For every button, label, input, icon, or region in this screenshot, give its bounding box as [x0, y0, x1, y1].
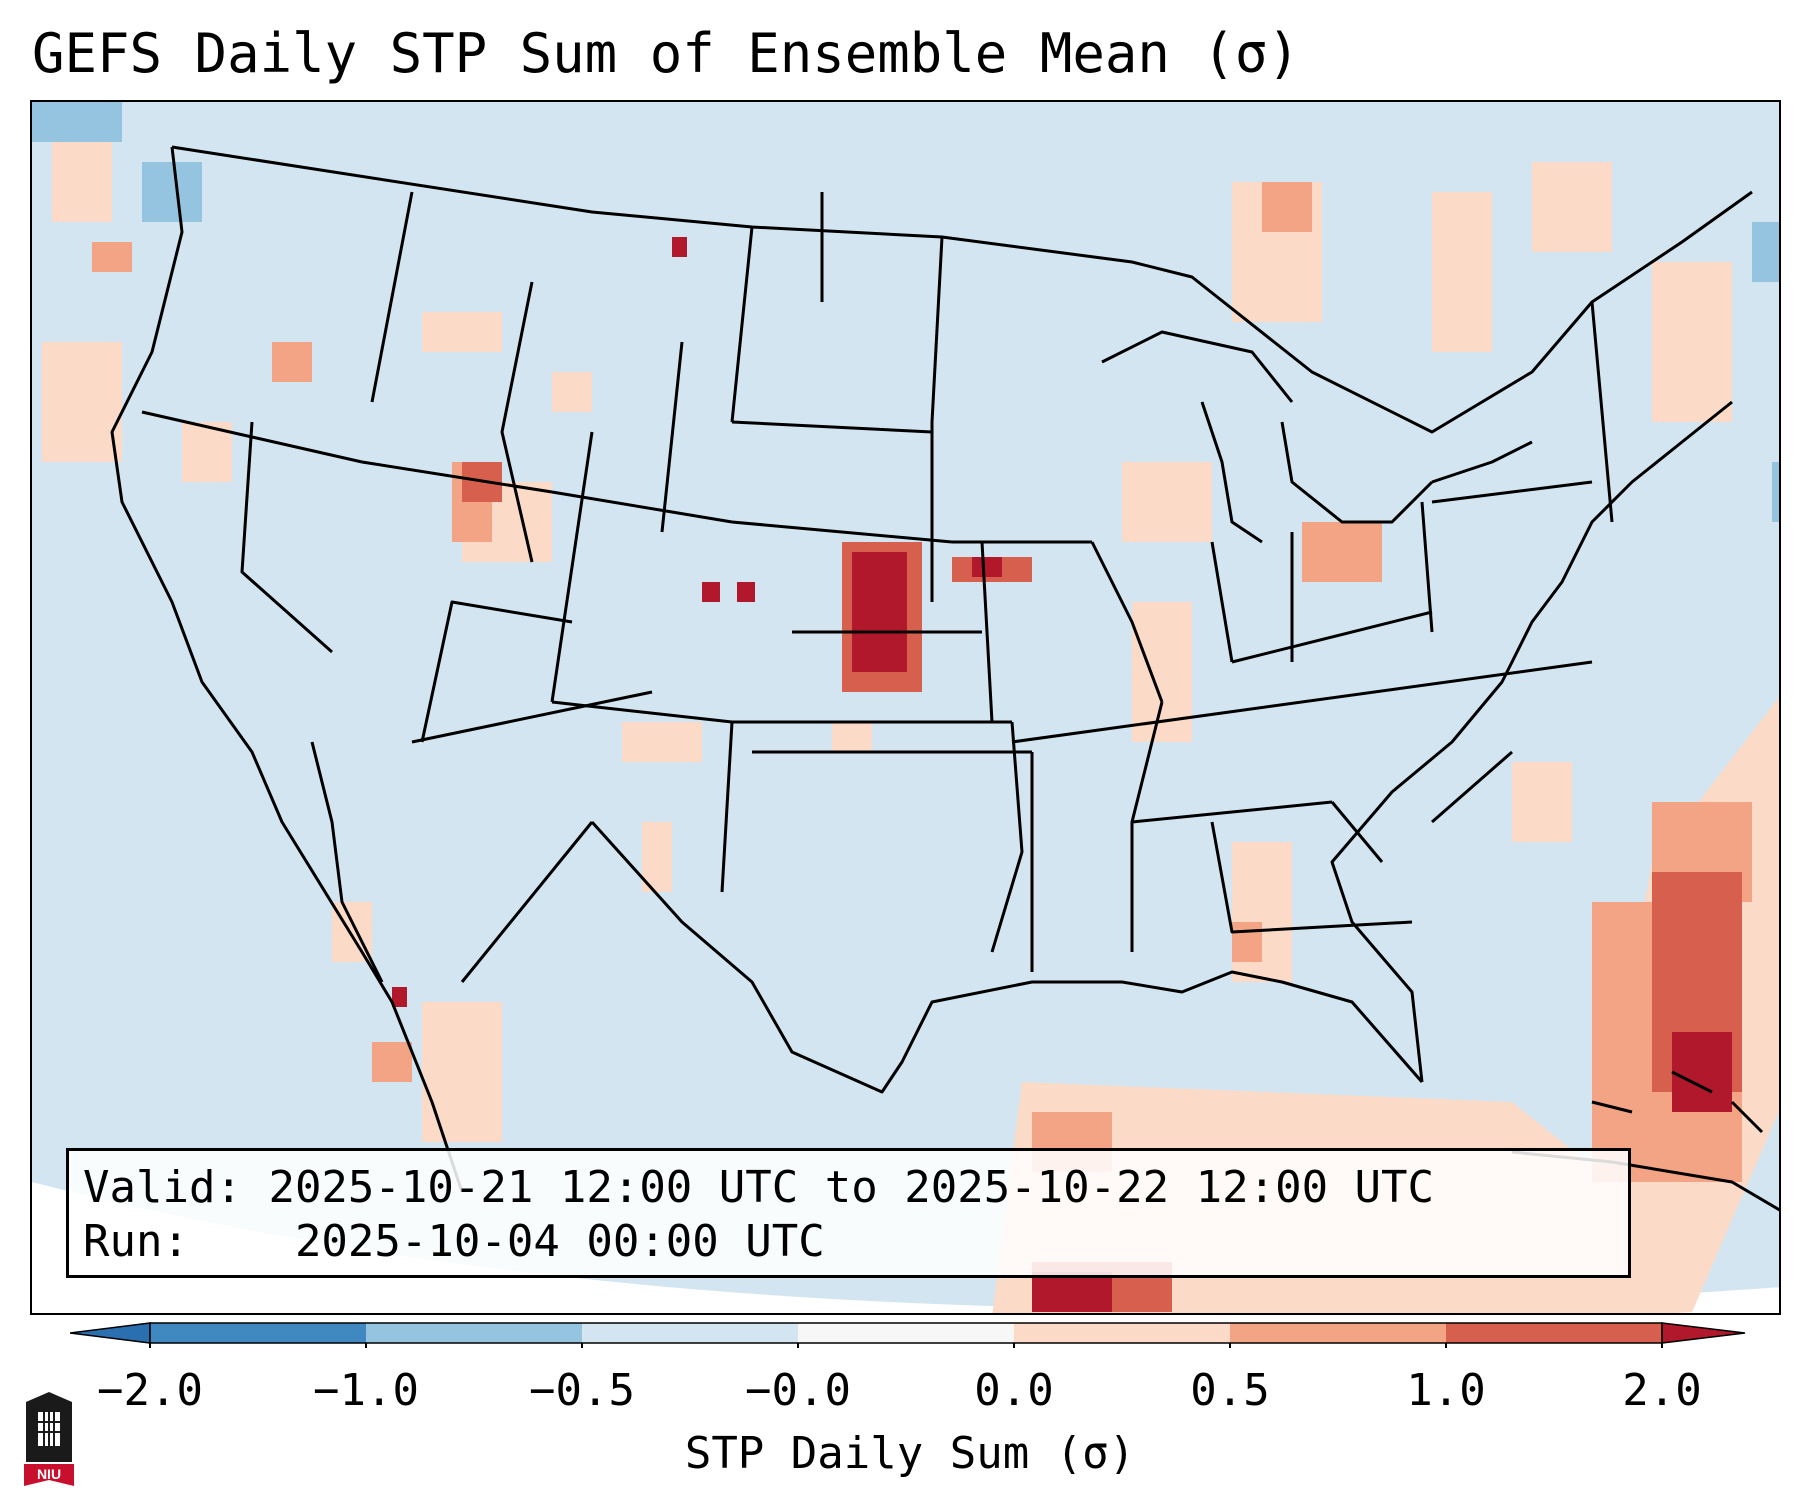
extreme-positive-anomalies	[392, 237, 1732, 1312]
tick-label-5: 0.5	[1190, 1365, 1270, 1416]
negative-anomalies	[32, 102, 1779, 522]
colorbar-bin-5	[1230, 1323, 1446, 1343]
tick-label-3: −0.0	[745, 1365, 851, 1416]
tick-label-6: 1.0	[1406, 1365, 1486, 1416]
colorbar-bin-1	[366, 1323, 582, 1343]
colorbar-bin-3	[798, 1323, 1014, 1343]
tick-label-2: −0.5	[529, 1365, 635, 1416]
map-domain-edge	[32, 1182, 1779, 1313]
valid-value: 2025-10-21 12:00 UTC to 2025-10-22 12:00…	[268, 1162, 1435, 1213]
colorbar-bin-4	[1014, 1323, 1230, 1343]
colorbar-under-arrow	[70, 1322, 151, 1344]
colorbar	[70, 1322, 1746, 1348]
tick-label-1: −1.0	[313, 1365, 419, 1416]
colorbar-bin-2	[582, 1323, 798, 1343]
niu-logo: NIU	[24, 1392, 74, 1486]
valid-label: Valid:	[83, 1162, 242, 1213]
map-panel	[30, 100, 1781, 1315]
run-value: 2025-10-04 00:00 UTC	[294, 1216, 825, 1267]
valid-line: Valid: 2025-10-21 12:00 UTC to 2025-10-2…	[83, 1161, 1614, 1215]
colorbar-bin-0	[150, 1323, 366, 1343]
stp-map	[32, 102, 1779, 1313]
country-and-state-borders	[110, 145, 1779, 1212]
tick-label-0: −2.0	[97, 1365, 203, 1416]
run-line: Run: 2025-10-04 00:00 UTC	[83, 1215, 1614, 1269]
valid-run-infobox: Valid: 2025-10-21 12:00 UTC to 2025-10-2…	[66, 1148, 1631, 1278]
colorbar-bin-6	[1446, 1323, 1662, 1343]
colorbar-label: STP Daily Sum (σ)	[684, 1428, 1136, 1479]
tick-label-4: 0.0	[974, 1365, 1054, 1416]
tick-label-7: 2.0	[1622, 1365, 1702, 1416]
colorbar-over-arrow	[1661, 1322, 1746, 1344]
logo-text: NIU	[37, 1466, 61, 1482]
run-label: Run:	[83, 1216, 189, 1267]
chart-title: GEFS Daily STP Sum of Ensemble Mean (σ)	[32, 22, 1300, 85]
logo-banner	[24, 1464, 74, 1486]
